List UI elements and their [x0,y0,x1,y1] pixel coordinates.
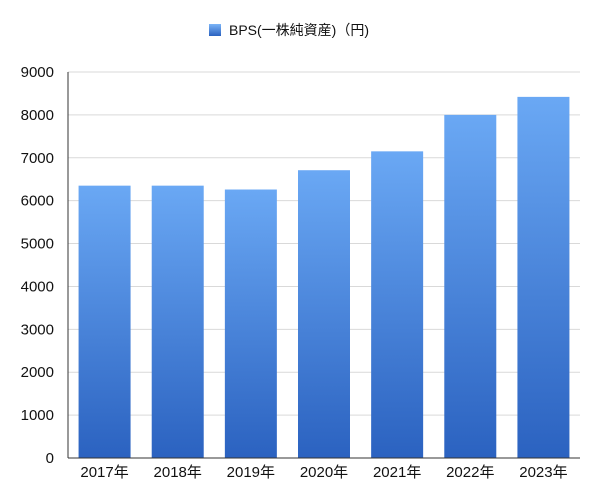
y-tick-label: 7000 [21,150,54,167]
y-tick-label: 4000 [21,278,54,295]
legend-swatch [209,24,221,36]
bar-2018年 [151,185,204,458]
x-axis-tick-labels: 2017年 2018年 2019年 2020年 2021年 2022年 2023年 [80,464,567,481]
y-tick-label: 2000 [21,364,54,381]
bar-2017年 [78,185,131,458]
y-axis-tick-labels: 0 1000 2000 3000 4000 5000 6000 7000 8000 9000 [21,64,54,467]
bar-2023年 [517,96,570,459]
bar-2019年 [224,189,277,458]
bar-2021年 [371,151,424,458]
legend-label: BPS(一株純資産)（円) [229,22,369,38]
bars [78,96,570,459]
y-tick-label: 6000 [21,193,54,210]
x-tick-label: 2020年 [300,464,348,481]
y-tick-label: 3000 [21,321,54,338]
y-tick-label: 5000 [21,236,54,253]
x-tick-label: 2018年 [154,464,202,481]
y-tick-label: 1000 [21,407,54,424]
x-tick-label: 2022年 [446,464,494,481]
y-tick-label: 0 [46,450,54,467]
axes [67,72,580,459]
chart-legend: BPS(一株純資産)（円) [209,22,369,38]
bar-2020年 [298,170,350,458]
x-tick-label: 2023年 [519,464,567,481]
x-tick-label: 2021年 [373,464,421,481]
y-tick-label: 8000 [21,107,54,124]
bar-2022年 [444,114,497,458]
y-tick-label: 9000 [21,64,54,81]
x-tick-label: 2019年 [227,464,275,481]
x-tick-label: 2017年 [80,464,128,481]
